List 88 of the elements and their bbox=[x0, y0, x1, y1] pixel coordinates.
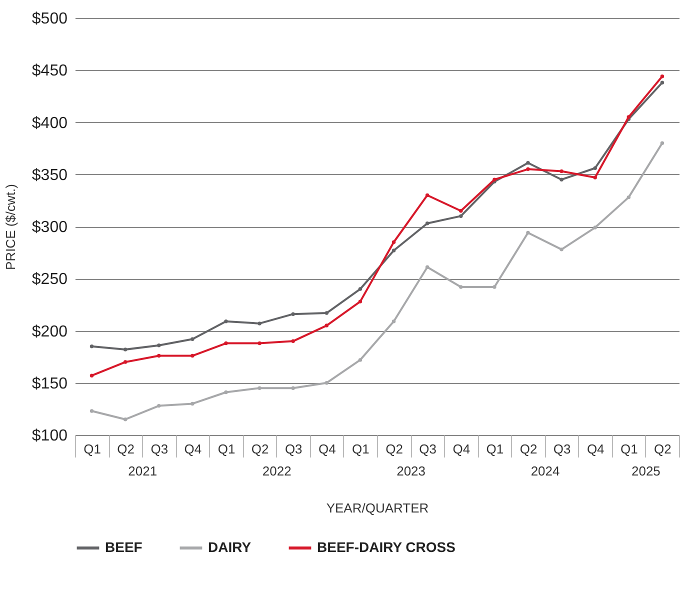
x-tick-label: Q4 bbox=[184, 442, 202, 456]
y-tick-label: $200 bbox=[32, 323, 68, 340]
x-tick-label: Q2 bbox=[251, 442, 269, 456]
point bbox=[224, 390, 228, 394]
y-tick-label: $300 bbox=[32, 219, 68, 236]
point bbox=[123, 417, 128, 422]
point bbox=[324, 311, 329, 315]
x-tick-label: Q4 bbox=[586, 442, 604, 456]
x-tick-label: Q4 bbox=[318, 442, 336, 456]
point bbox=[593, 176, 597, 180]
point bbox=[593, 226, 597, 230]
point bbox=[425, 222, 430, 226]
legend-label: DAIRY bbox=[208, 539, 252, 555]
x-tick-label: Q3 bbox=[553, 442, 571, 456]
point bbox=[425, 265, 430, 270]
point bbox=[324, 381, 329, 385]
point bbox=[425, 193, 430, 198]
point bbox=[358, 300, 362, 304]
y-tick-label: $400 bbox=[32, 114, 68, 132]
point bbox=[291, 339, 295, 344]
point bbox=[324, 324, 329, 328]
point bbox=[660, 80, 664, 84]
y-axis-title: PRICE ($/cwt.) bbox=[2, 184, 18, 270]
point bbox=[224, 341, 228, 346]
y-tick-label: $250 bbox=[32, 271, 68, 288]
point bbox=[258, 341, 262, 346]
point bbox=[459, 208, 463, 213]
point bbox=[660, 74, 664, 78]
point bbox=[526, 161, 530, 165]
text: 2021 bbox=[128, 464, 158, 478]
y-tick-label: $350 bbox=[32, 166, 68, 184]
point bbox=[157, 354, 161, 358]
x-tick-label: Q1 bbox=[218, 442, 236, 456]
point bbox=[459, 285, 463, 289]
point bbox=[90, 409, 94, 413]
y-tick-label: $100 bbox=[32, 428, 68, 444]
x-tick-label: Q1 bbox=[352, 442, 370, 456]
point bbox=[560, 178, 564, 182]
text: 2025 bbox=[631, 464, 660, 478]
x-tick-label: Q1 bbox=[84, 442, 101, 456]
x-tick-label: Q2 bbox=[386, 442, 403, 456]
point bbox=[492, 285, 496, 289]
legend-label: BEEF-DAIRY CROSS bbox=[317, 539, 456, 555]
point bbox=[190, 354, 194, 358]
point bbox=[526, 167, 530, 172]
point bbox=[258, 322, 262, 326]
point bbox=[123, 360, 128, 364]
point bbox=[560, 169, 564, 174]
point bbox=[660, 141, 664, 145]
x-tick-label: Q3 bbox=[419, 442, 437, 456]
point bbox=[90, 374, 94, 378]
text: 2024 bbox=[530, 464, 560, 478]
point bbox=[258, 386, 262, 390]
point bbox=[392, 248, 396, 252]
text: 2022 bbox=[262, 464, 292, 478]
point bbox=[190, 337, 194, 341]
point bbox=[358, 358, 362, 362]
x-tick-label: Q2 bbox=[520, 442, 538, 456]
point bbox=[291, 386, 295, 390]
point bbox=[358, 287, 362, 291]
x-tick-label: Q1 bbox=[620, 442, 638, 456]
point bbox=[291, 312, 295, 316]
x-tick-label: Q4 bbox=[452, 442, 470, 456]
y-tick-label: $450 bbox=[32, 62, 68, 80]
text: 2023 bbox=[396, 464, 426, 478]
point bbox=[123, 348, 128, 352]
point bbox=[560, 248, 564, 252]
point bbox=[626, 195, 631, 200]
point bbox=[157, 404, 161, 408]
point bbox=[392, 240, 396, 244]
x-tick-label: Q2 bbox=[654, 442, 672, 456]
point bbox=[90, 344, 94, 348]
point bbox=[459, 214, 463, 218]
point bbox=[392, 320, 396, 324]
point bbox=[190, 402, 194, 406]
x-tick-label: Q3 bbox=[284, 442, 302, 456]
x-tick-label: Q2 bbox=[117, 442, 135, 456]
x-axis-title: YEAR/QUARTER bbox=[326, 500, 429, 516]
point bbox=[526, 230, 530, 235]
point bbox=[593, 166, 597, 170]
legend-label: BEEF bbox=[105, 539, 143, 555]
point bbox=[224, 320, 228, 324]
x-tick-label: Q1 bbox=[486, 442, 504, 456]
point bbox=[492, 178, 496, 182]
x-tick-label: Q3 bbox=[150, 442, 168, 456]
y-tick-label: $500 bbox=[32, 10, 68, 28]
y-tick-label: $150 bbox=[32, 375, 68, 392]
point bbox=[157, 343, 161, 348]
